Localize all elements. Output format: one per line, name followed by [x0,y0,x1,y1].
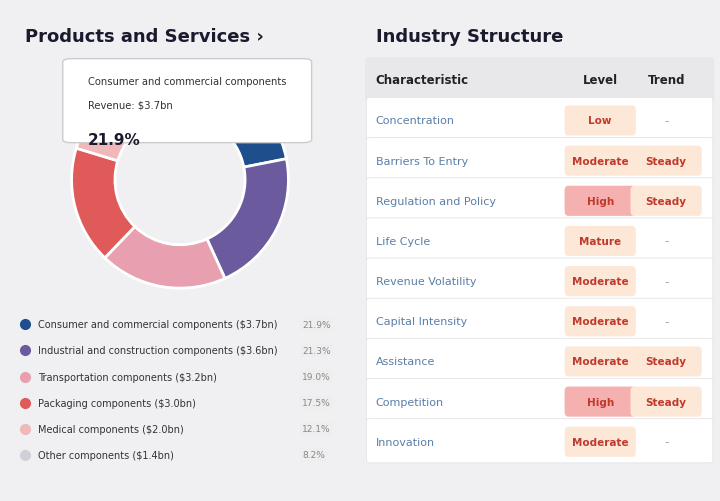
FancyBboxPatch shape [564,387,636,417]
Text: High: High [587,196,614,206]
FancyBboxPatch shape [631,347,702,377]
Text: Moderate: Moderate [572,357,629,367]
FancyBboxPatch shape [564,307,636,337]
Text: Characteristic: Characteristic [376,74,469,87]
Wedge shape [76,86,148,161]
FancyBboxPatch shape [366,379,713,423]
Text: Industry Structure: Industry Structure [376,28,563,46]
Text: Packaging components ($3.0bn): Packaging components ($3.0bn) [38,398,196,408]
Text: Trend: Trend [647,74,685,87]
Text: 12.1%: 12.1% [302,424,331,433]
Text: Revenue Volatility: Revenue Volatility [376,277,476,287]
Text: 8.2%: 8.2% [302,450,325,459]
FancyBboxPatch shape [366,138,713,182]
Text: Mature: Mature [579,236,621,246]
Wedge shape [127,72,180,124]
Text: Low: Low [588,116,612,126]
FancyBboxPatch shape [631,186,702,216]
Text: Products and Services ›: Products and Services › [24,28,264,46]
Text: Moderate: Moderate [572,317,629,327]
FancyBboxPatch shape [366,98,713,142]
Text: Life Cycle: Life Cycle [376,236,430,246]
Text: Steady: Steady [646,357,687,367]
Text: 21.9%: 21.9% [88,132,141,147]
Text: Concentration: Concentration [376,116,455,126]
FancyBboxPatch shape [631,387,702,417]
Text: Steady: Steady [646,397,687,407]
Text: -: - [664,115,668,128]
Text: Consumer and commercial components ($3.7bn): Consumer and commercial components ($3.7… [38,320,277,330]
FancyBboxPatch shape [366,259,713,303]
Text: 21.3%: 21.3% [302,346,331,355]
Text: -: - [664,435,668,448]
Text: Innovation: Innovation [376,437,435,447]
Text: Moderate: Moderate [572,437,629,447]
Wedge shape [71,149,135,259]
Text: Moderate: Moderate [572,277,629,287]
Text: Revenue: $3.7bn: Revenue: $3.7bn [88,100,173,110]
Text: 17.5%: 17.5% [302,398,331,407]
Text: Capital Intensity: Capital Intensity [376,317,467,327]
FancyBboxPatch shape [366,419,713,463]
Text: Consumer and commercial components: Consumer and commercial components [88,77,287,87]
FancyBboxPatch shape [564,267,636,297]
FancyBboxPatch shape [631,146,702,176]
FancyBboxPatch shape [564,427,636,457]
Text: Regulation and Policy: Regulation and Policy [376,196,495,206]
FancyBboxPatch shape [564,347,636,377]
FancyBboxPatch shape [365,58,714,103]
FancyBboxPatch shape [366,218,713,263]
Text: Other components ($1.4bn): Other components ($1.4bn) [38,450,174,460]
Text: Competition: Competition [376,397,444,407]
Text: Steady: Steady [646,196,687,206]
Text: Moderate: Moderate [572,156,629,166]
Text: -: - [664,315,668,328]
FancyBboxPatch shape [564,186,636,216]
Text: 21.9%: 21.9% [302,320,331,329]
Wedge shape [180,72,287,168]
Text: Industrial and construction components ($3.6bn): Industrial and construction components (… [38,346,278,356]
Text: Barriers To Entry: Barriers To Entry [376,156,468,166]
Text: Transportation components ($3.2bn): Transportation components ($3.2bn) [38,372,217,382]
FancyBboxPatch shape [366,299,713,343]
FancyBboxPatch shape [366,178,713,222]
FancyBboxPatch shape [366,339,713,383]
Wedge shape [105,227,225,289]
FancyBboxPatch shape [564,146,636,176]
Text: -: - [664,275,668,288]
FancyBboxPatch shape [564,106,636,136]
Text: 19.0%: 19.0% [302,372,331,381]
Text: Steady: Steady [646,156,687,166]
Text: Assistance: Assistance [376,357,435,367]
Wedge shape [207,159,289,279]
Text: -: - [664,235,668,248]
Text: Level: Level [582,74,618,87]
FancyBboxPatch shape [564,226,636,257]
Text: High: High [587,397,614,407]
Text: Medical components ($2.0bn): Medical components ($2.0bn) [38,424,184,434]
FancyBboxPatch shape [63,60,312,143]
